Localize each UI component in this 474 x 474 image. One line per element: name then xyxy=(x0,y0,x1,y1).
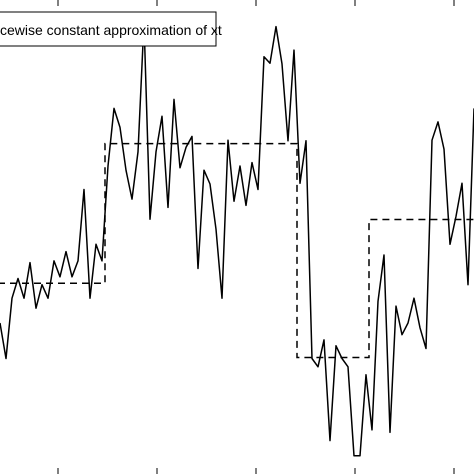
series-line-solid xyxy=(0,20,474,457)
legend-box xyxy=(0,11,217,47)
legend-entry: cewise constant approximation of xt xyxy=(0,22,222,38)
x-axis-ticks xyxy=(57,0,455,474)
series-line-dashed xyxy=(0,142,474,359)
legend: cewise constant approximation of xt xyxy=(0,11,222,47)
